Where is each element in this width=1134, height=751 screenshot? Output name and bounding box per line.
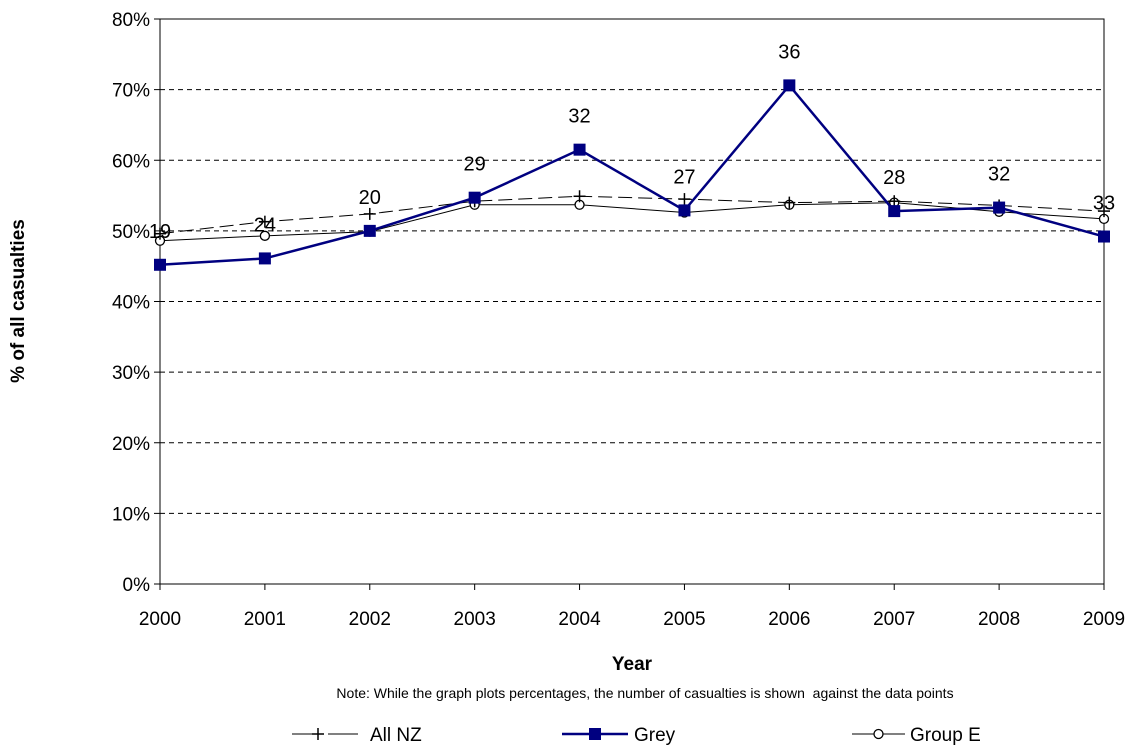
y-tick-label: 0%	[123, 575, 151, 596]
gridlines	[160, 89, 1104, 514]
y-axis-title: % of all casualties	[8, 219, 29, 383]
legend-marker	[589, 728, 601, 740]
legend-label: All NZ	[370, 725, 422, 746]
point-grey	[258, 252, 271, 265]
x-tick-label: 2001	[244, 609, 286, 630]
x-tick-label: 2003	[454, 609, 496, 630]
point-grey	[888, 205, 901, 218]
series-group-e	[154, 197, 1110, 246]
point-all-nz	[783, 196, 796, 209]
point-all-nz	[154, 227, 166, 240]
data-labels: 19 24 20 29 32 27 36 28 32 33	[149, 41, 1115, 242]
x-tick-label: 2006	[768, 609, 810, 630]
y-tick-label: 80%	[112, 10, 150, 31]
x-tick-label: 2000	[139, 609, 181, 630]
point-grey	[1098, 230, 1110, 243]
point-all-nz	[1098, 205, 1110, 218]
series-line-grey	[159, 83, 1105, 267]
legend-item-group-e: Group E	[852, 725, 981, 746]
data-label: 20	[359, 187, 381, 209]
x-tick-label: 2007	[873, 609, 915, 630]
y-tick-label: 70%	[112, 81, 150, 102]
point-grey	[154, 258, 166, 271]
x-tick-label: 2002	[349, 609, 391, 630]
y-tick-label: 10%	[112, 504, 150, 525]
x-tick-label: 2009	[1083, 609, 1125, 630]
data-label: 28	[883, 167, 905, 189]
x-tick-label: 2008	[978, 609, 1020, 630]
y-axis-ticks: 0% 10% 20% 30% 40% 50% 60% 70% 80%	[112, 10, 160, 596]
series-all-nz	[154, 190, 1110, 240]
data-label: 27	[673, 166, 695, 188]
chart-note: Note: While the graph plots percentages,…	[336, 685, 953, 701]
point-all-nz	[573, 190, 586, 203]
legend-item-grey: Grey	[562, 725, 676, 746]
point-all-nz	[678, 193, 691, 206]
legend: All NZ Grey Group E	[292, 725, 981, 746]
legend-label: Grey	[634, 725, 676, 746]
point-grey	[363, 224, 376, 237]
point-grey	[573, 143, 586, 156]
point-grey	[468, 191, 481, 204]
data-label: 24	[254, 214, 276, 236]
x-tick-label: 2005	[663, 609, 705, 630]
y-tick-label: 20%	[112, 434, 150, 455]
series-line-group-e	[159, 202, 1105, 242]
legend-marker	[873, 728, 884, 740]
data-label: 32	[988, 164, 1010, 186]
x-axis-title: Year	[612, 654, 653, 675]
y-tick-label: 60%	[112, 151, 150, 172]
data-label: 36	[778, 41, 800, 63]
y-tick-label: 40%	[112, 293, 150, 314]
x-axis-ticks: 2000 2001 2002 2003 2004 2005 2006 2007 2008 2009	[139, 584, 1125, 630]
x-tick-label: 2004	[558, 609, 601, 630]
point-group-e	[259, 230, 271, 241]
point-grey	[993, 201, 1006, 214]
data-label: 33	[1093, 193, 1115, 215]
y-tick-label: 30%	[112, 363, 150, 384]
data-label: 19	[149, 221, 171, 243]
point-all-nz	[258, 215, 271, 228]
data-label: 29	[464, 154, 486, 176]
point-grey	[783, 79, 796, 92]
series-line-all-nz	[159, 195, 1105, 235]
y-tick-label: 50%	[112, 222, 150, 243]
series-grey	[154, 79, 1110, 271]
point-all-nz	[363, 207, 376, 220]
legend-marker	[312, 728, 324, 740]
legend-item-all-nz: All NZ	[292, 725, 422, 746]
data-label: 32	[568, 106, 590, 128]
series-group	[154, 79, 1110, 271]
legend-label: Group E	[910, 725, 981, 746]
point-grey	[678, 204, 691, 217]
